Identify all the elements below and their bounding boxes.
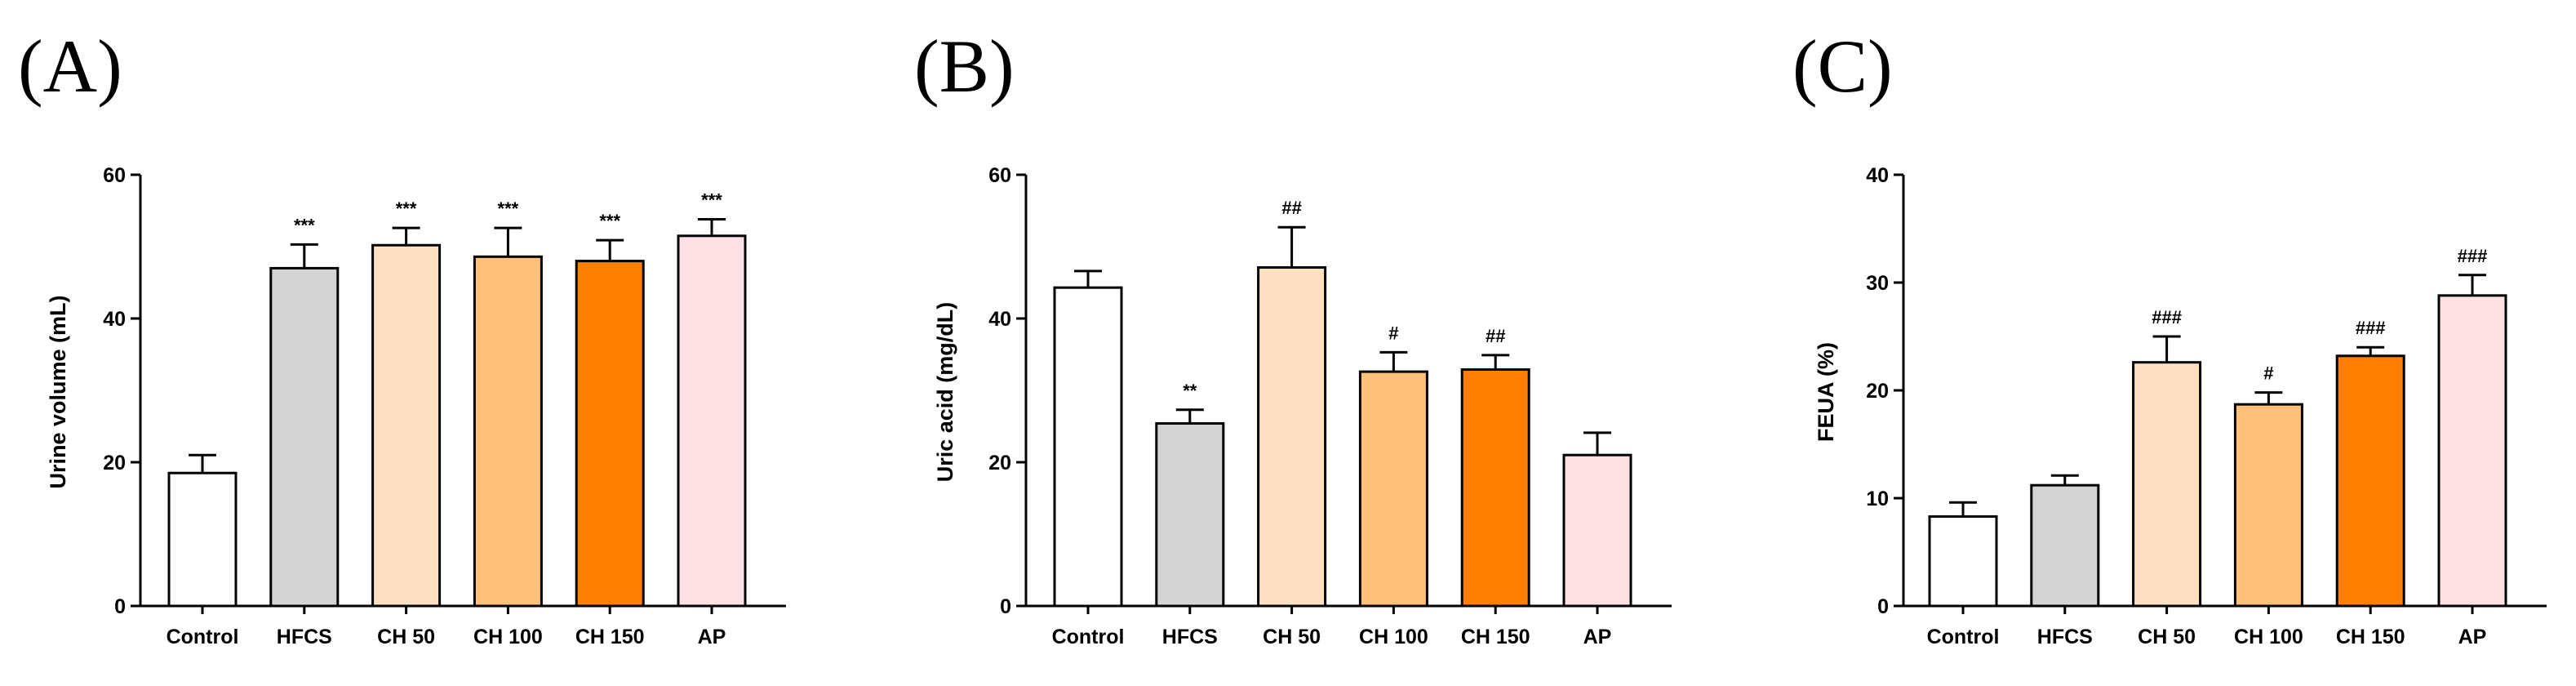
significance-label-c: ### [2458,246,2488,266]
x-tick-label-a: CH 50 [377,626,435,648]
significance-label-a: *** [498,198,519,219]
significance-label-c: ### [2356,318,2386,338]
plot-area-b: 0 20 40 60 Control HFCS ** CH 50 ## CH 100 # CH 150… [988,164,1672,648]
panel-b: (B) Uric acid (mg/dL) 0 20 40 60 Control HFCS… [914,24,1672,648]
y-tick-label-a: 60 [103,164,126,187]
significance-label-a: *** [294,215,315,235]
significance-label-b: # [1388,323,1398,343]
y-tick-label-c: 10 [1866,488,1889,510]
x-tick-label-a: CH 150 [575,626,645,648]
bar-c [2030,483,2100,608]
panel-label-b: (B) [914,24,1015,108]
bar-b [1358,370,1428,608]
x-tick-label-c: AP [2458,626,2487,648]
x-tick-label-c: CH 150 [2336,626,2405,648]
bar-a [167,471,238,608]
x-tick-label-b: HFCS [1162,626,1218,648]
bar-a [269,266,340,608]
panel-a: (A) Urine volume (mL) 0 20 40 60 Control HFCS… [18,24,786,648]
bar-a [575,260,645,608]
x-tick-label-b: CH 50 [1263,626,1321,648]
bar-b [1460,368,1530,608]
x-tick-label-b: CH 150 [1461,626,1530,648]
y-axis-title-b: Uric acid (mg/dL) [933,302,957,483]
plot-area-a: 0 20 40 60 Control HFCS *** CH 50 *** CH 100 *** CH… [103,164,786,648]
y-tick-label-b: 40 [988,308,1011,331]
y-tick-label-b: 20 [988,452,1011,474]
significance-label-c: ### [2152,307,2182,327]
bar-b [1053,286,1123,608]
y-tick-label-c: 40 [1866,164,1889,187]
y-axis-title-a: Urine volume (mL) [46,295,70,488]
significance-label-b: ## [1281,198,1301,218]
bar-c [2437,294,2507,608]
plot-area-c: 0 10 20 30 40 Control HFCS CH 50 ### CH 100 # CH 15… [1866,164,2547,648]
panel-label-a: (A) [18,24,122,108]
x-tick-label-a: Control [167,626,239,648]
x-tick-label-b: Control [1052,626,1125,648]
bar-b [1257,266,1327,608]
x-tick-label-a: HFCS [277,626,332,648]
bar-b [1562,453,1632,608]
bar-a [371,243,442,608]
x-tick-label-a: CH 100 [473,626,543,648]
bar-c [2132,361,2202,608]
significance-label-a: *** [396,198,417,219]
y-tick-label-b: 60 [988,164,1011,187]
x-tick-label-b: CH 100 [1359,626,1428,648]
y-tick-label-a: 40 [103,308,126,331]
y-tick-label-a: 20 [103,452,126,474]
bar-c [1928,514,1998,608]
y-tick-label-c: 20 [1866,380,1889,403]
bar-a [473,255,543,608]
significance-label-b: ** [1183,381,1197,401]
y-tick-label-c: 0 [1877,595,1889,618]
bar-c [2335,354,2405,608]
significance-label-c: # [2263,363,2273,384]
y-tick-label-b: 0 [1000,595,1011,618]
x-tick-label-c: Control [1927,626,2000,648]
x-tick-label-c: CH 100 [2234,626,2303,648]
x-tick-label-c: HFCS [2037,626,2093,648]
panel-label-c: (C) [1792,24,1893,108]
bar-b [1155,421,1225,608]
y-axis-title-c: FEUA (%) [1814,342,1838,442]
significance-label-b: ## [1486,326,1505,346]
x-tick-label-a: AP [698,626,726,648]
bar-a [677,234,747,608]
significance-label-a: *** [599,211,620,231]
x-tick-label-b: AP [1583,626,1612,648]
significance-label-a: *** [701,190,722,211]
y-tick-label-c: 30 [1866,272,1889,295]
y-tick-label-a: 0 [114,595,126,618]
bar-c [2233,403,2303,608]
x-tick-label-c: CH 50 [2138,626,2196,648]
